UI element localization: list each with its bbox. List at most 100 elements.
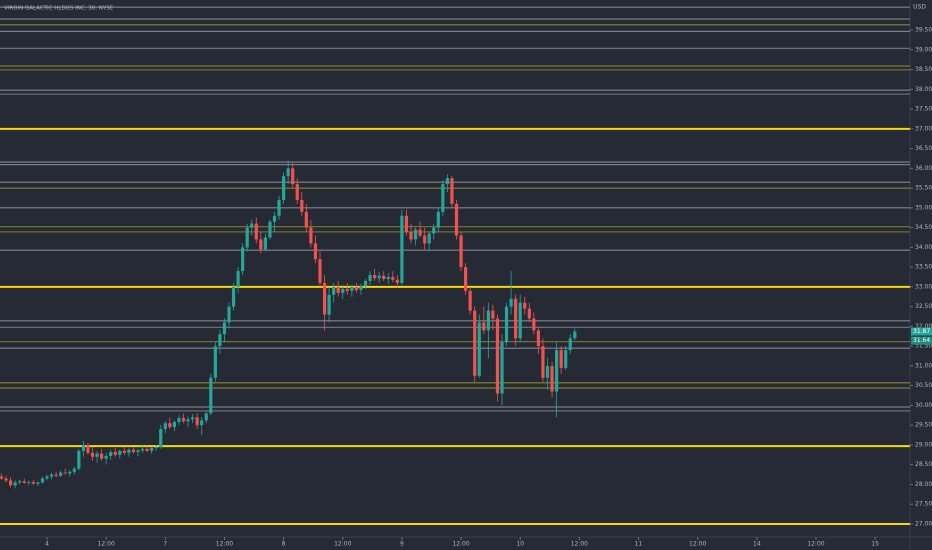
candle-body <box>13 482 17 486</box>
candle-body <box>236 271 240 287</box>
candle-body <box>140 448 145 451</box>
candle-body <box>568 338 572 351</box>
candle-body <box>31 482 35 484</box>
price-label: 31.64 <box>913 337 930 344</box>
x-tick-label: 12:00 <box>98 541 115 548</box>
y-tick-label: 34.50 <box>915 224 932 231</box>
candle-body <box>263 237 268 250</box>
candle-body <box>177 418 181 423</box>
x-tick-label: 12:00 <box>452 541 469 548</box>
candle-body <box>432 227 436 234</box>
y-tick-label: 35.50 <box>915 185 932 192</box>
x-tick-label: 9 <box>400 541 404 548</box>
candle-body <box>400 215 404 283</box>
candle-body <box>127 449 131 453</box>
candle-body <box>559 350 563 368</box>
y-tick-label: 34.00 <box>915 244 932 251</box>
candle-body <box>332 286 336 295</box>
candle-body <box>104 455 108 459</box>
x-tick-label: 11 <box>635 541 643 548</box>
candle-body <box>218 334 222 347</box>
y-tick-label: 36.50 <box>915 145 932 152</box>
candle-body <box>477 322 481 376</box>
candle-body <box>322 282 327 315</box>
candle-body <box>118 450 122 455</box>
candle-body <box>68 471 72 474</box>
price-label-box <box>911 327 932 336</box>
candle-body <box>222 322 227 335</box>
candle-body <box>491 310 495 319</box>
candle-body <box>72 468 76 472</box>
candle-body <box>377 275 381 279</box>
candle-body <box>486 310 490 331</box>
candle-body <box>122 450 126 453</box>
candle-body <box>109 452 113 456</box>
candle-body <box>354 286 359 291</box>
candle-body <box>454 203 459 236</box>
candle-body <box>504 306 509 343</box>
candle-body <box>532 318 536 331</box>
currency-label: USD <box>913 4 926 11</box>
candle-body <box>100 453 104 459</box>
candle-body <box>145 448 149 451</box>
y-tick-label: 31.00 <box>915 362 932 369</box>
candle-body <box>527 308 531 319</box>
candle-body <box>250 223 254 228</box>
candle-body <box>18 481 22 483</box>
candle-body <box>468 290 472 311</box>
x-tick-label: 8 <box>282 541 286 548</box>
candle-body <box>555 350 559 392</box>
candle-body <box>313 243 318 260</box>
candle-body <box>159 429 163 447</box>
candle-body <box>195 417 199 426</box>
candle-body <box>291 168 295 185</box>
candle-body <box>231 286 236 307</box>
candle-body <box>418 229 422 236</box>
candle-body <box>150 448 154 451</box>
candle-body <box>136 450 140 453</box>
candle-body <box>49 474 54 477</box>
candle-body <box>318 259 322 283</box>
candle-body <box>500 342 504 394</box>
candle-body <box>573 331 577 339</box>
candle-body <box>9 480 13 486</box>
candle-body <box>545 365 550 378</box>
x-tick-label: 12:00 <box>807 541 824 548</box>
candle-body <box>22 481 26 483</box>
candle-body <box>200 420 204 426</box>
x-tick-label: 15 <box>871 541 879 548</box>
candle-body <box>40 478 45 483</box>
candle-body <box>386 276 390 279</box>
candle-body <box>450 178 454 204</box>
candle-body <box>268 221 272 238</box>
candle-body <box>341 288 345 293</box>
candle-body <box>113 452 117 455</box>
candle-body <box>409 231 413 240</box>
y-tick-label: 30.50 <box>915 382 932 389</box>
y-tick-label: 33.50 <box>915 264 932 271</box>
candle-body <box>90 452 95 457</box>
candle-body <box>4 478 8 481</box>
y-tick-label: 28.50 <box>915 461 932 468</box>
candle-body <box>359 286 363 291</box>
x-tick-label: 4 <box>45 541 49 548</box>
candle-body <box>304 211 308 228</box>
y-tick-label: 28.00 <box>915 481 932 488</box>
candle-body <box>427 233 431 244</box>
x-tick-label: 14 <box>753 541 761 548</box>
candle-body <box>395 279 399 283</box>
candle-body <box>86 444 90 453</box>
candle-body <box>241 247 245 272</box>
candle-body <box>54 474 58 476</box>
candle-body <box>277 199 281 216</box>
y-tick-label: 39.50 <box>915 27 932 34</box>
y-tick-label: 31.50 <box>915 343 932 350</box>
candle-body <box>81 444 86 451</box>
y-tick-label: 37.00 <box>915 125 932 132</box>
candle-body <box>186 419 190 422</box>
y-tick-label: 39.00 <box>915 46 932 53</box>
y-tick-label: 29.50 <box>915 422 932 429</box>
candle-body <box>286 168 290 177</box>
candle-body <box>213 346 217 378</box>
candle-body <box>523 302 527 309</box>
